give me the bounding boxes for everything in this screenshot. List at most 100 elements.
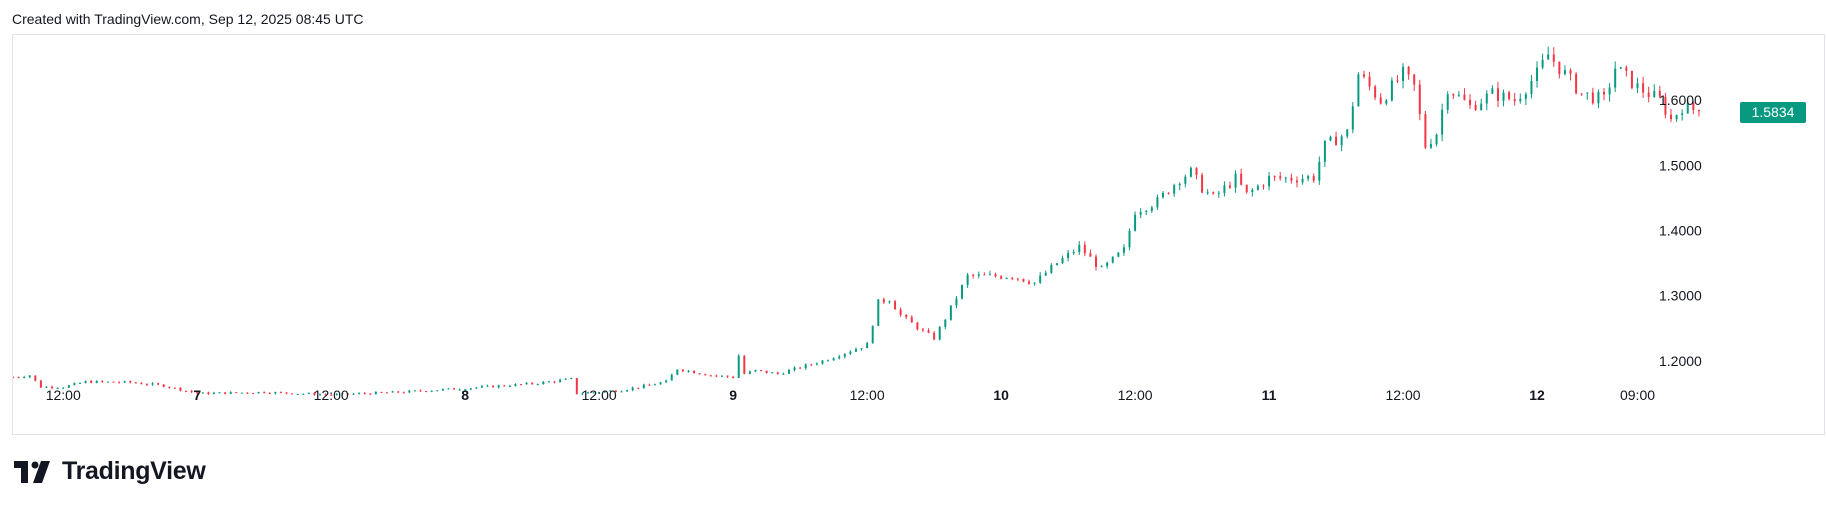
x-tick-label: 12:00 xyxy=(582,387,617,403)
candle xyxy=(598,392,601,394)
candle xyxy=(1184,174,1187,188)
candle xyxy=(1028,279,1031,285)
candle xyxy=(765,370,768,374)
candle xyxy=(1658,85,1661,99)
candle xyxy=(1580,93,1583,96)
tradingview-brand[interactable]: TradingView xyxy=(14,457,206,486)
candle xyxy=(1474,100,1477,111)
candle xyxy=(1067,249,1070,262)
candle xyxy=(1536,61,1539,88)
candle xyxy=(1379,93,1382,105)
candle xyxy=(1374,84,1377,101)
candle xyxy=(553,380,556,384)
x-tick-label: 12:00 xyxy=(1118,387,1153,403)
x-tick-label: 09:00 xyxy=(1620,387,1655,403)
candle xyxy=(827,359,830,362)
candle xyxy=(274,391,277,395)
candle xyxy=(1240,168,1243,186)
candle xyxy=(1217,190,1220,198)
candle xyxy=(1083,241,1086,257)
candle xyxy=(324,393,327,396)
candle xyxy=(760,369,763,372)
candle xyxy=(402,391,405,394)
candle xyxy=(905,314,908,320)
candle xyxy=(1251,188,1254,197)
candle xyxy=(637,387,640,389)
candle xyxy=(1100,265,1103,268)
candle xyxy=(1279,172,1282,181)
candle xyxy=(346,393,349,396)
candle xyxy=(1212,191,1215,195)
candle xyxy=(1262,184,1265,190)
tradingview-logo-icon xyxy=(14,460,50,483)
candle xyxy=(1496,81,1499,108)
candle xyxy=(162,384,165,388)
candle xyxy=(123,380,126,384)
candle xyxy=(1000,275,1003,280)
candle xyxy=(921,327,924,333)
y-axis: 1.2000 1.3000 1.4000 1.5000 1.6000 xyxy=(1659,92,1702,369)
candle xyxy=(302,393,305,395)
candle xyxy=(1591,87,1594,105)
candle xyxy=(843,353,846,359)
candle xyxy=(704,373,707,376)
candle xyxy=(1189,166,1192,178)
x-tick-label: 12:00 xyxy=(314,387,349,403)
candle xyxy=(938,326,941,341)
candle xyxy=(531,382,534,385)
candle xyxy=(1117,252,1120,258)
candle xyxy=(1195,167,1198,180)
candle xyxy=(441,388,444,391)
y-tick-label: 1.6000 xyxy=(1659,92,1702,108)
candle xyxy=(1268,171,1271,191)
candle xyxy=(1675,114,1678,122)
candle xyxy=(319,393,322,396)
y-tick-label: 1.4000 xyxy=(1659,223,1702,239)
candle xyxy=(201,392,204,394)
candle xyxy=(1686,97,1689,114)
candle xyxy=(235,392,238,394)
candle xyxy=(408,389,411,393)
candle xyxy=(955,295,958,309)
candle xyxy=(73,382,76,386)
candle xyxy=(185,390,188,393)
candle xyxy=(1670,108,1673,123)
candle xyxy=(642,383,645,389)
y-tick-label: 1.5000 xyxy=(1659,157,1702,173)
candle xyxy=(1072,249,1075,256)
candle xyxy=(631,386,634,392)
candle xyxy=(899,307,902,317)
candle xyxy=(961,284,964,300)
candle xyxy=(1061,255,1064,264)
candle xyxy=(575,378,578,395)
chart-frame[interactable]: 1.2000 1.3000 1.4000 1.5000 1.6000 12:00 7 12:… xyxy=(12,34,1825,435)
candle xyxy=(145,383,148,386)
candle xyxy=(592,392,595,394)
candle xyxy=(681,369,684,372)
candle xyxy=(1122,244,1125,256)
candle xyxy=(1178,182,1181,191)
candle xyxy=(212,391,215,395)
candle xyxy=(1630,70,1633,90)
candle xyxy=(927,328,930,334)
candle xyxy=(1452,93,1455,100)
candles-layer xyxy=(13,46,1700,396)
candle xyxy=(715,374,718,378)
candle xyxy=(62,387,65,389)
candle xyxy=(944,319,947,330)
candle xyxy=(1586,92,1589,100)
candle xyxy=(1457,91,1460,97)
candle xyxy=(1284,176,1287,183)
candle xyxy=(709,374,712,377)
candle xyxy=(648,383,651,386)
candle xyxy=(207,391,210,395)
candle xyxy=(56,387,59,390)
candle xyxy=(1530,74,1533,99)
candle xyxy=(949,305,952,321)
candle xyxy=(268,392,271,395)
candle xyxy=(363,392,366,395)
candle xyxy=(1106,261,1109,269)
candle xyxy=(1312,173,1315,183)
candle xyxy=(1150,205,1153,214)
